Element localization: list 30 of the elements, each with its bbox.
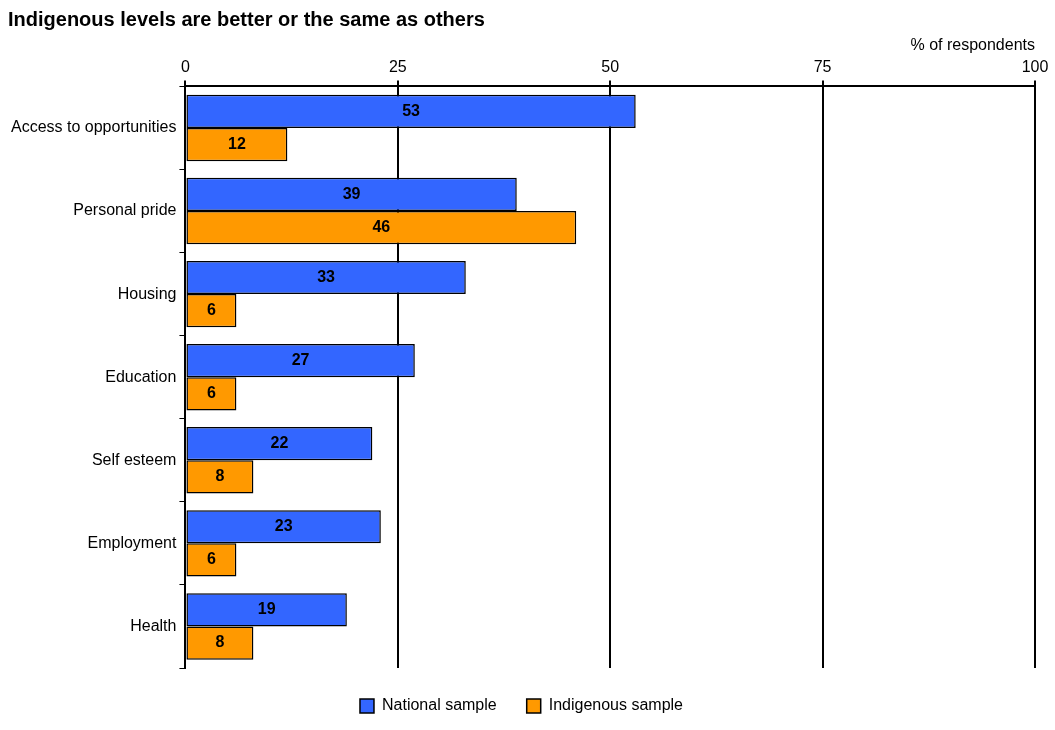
x-tick-label: 25 bbox=[388, 58, 407, 76]
data-label: 19 bbox=[257, 600, 276, 618]
data-label: 39 bbox=[342, 184, 361, 202]
data-label: 27 bbox=[291, 350, 310, 368]
x-tick-label: 100 bbox=[1021, 58, 1049, 76]
y-tick-label: Personal pride bbox=[73, 201, 177, 219]
y-tick-label: Health bbox=[130, 616, 177, 634]
x-tick-label: 0 bbox=[180, 58, 190, 76]
data-label: 12 bbox=[228, 134, 246, 152]
data-label: 46 bbox=[372, 218, 391, 236]
x-tick-label: 75 bbox=[813, 58, 832, 76]
x-axis-title: % of respondents bbox=[910, 36, 1035, 54]
data-label: 23 bbox=[274, 517, 293, 535]
data-label: 53 bbox=[402, 101, 421, 119]
legend-label: National sample bbox=[381, 696, 497, 714]
legend-label: Indigenous sample bbox=[548, 696, 684, 714]
data-label: 33 bbox=[317, 267, 336, 285]
x-tick-label: 50 bbox=[601, 58, 620, 76]
y-tick-label: Education bbox=[105, 367, 177, 385]
data-label: 6 bbox=[206, 301, 216, 319]
data-label: 8 bbox=[215, 633, 225, 651]
y-tick-label: Employment bbox=[87, 533, 177, 551]
data-label: 6 bbox=[206, 384, 216, 402]
data-label: 6 bbox=[206, 550, 216, 568]
y-tick-label: Self esteem bbox=[91, 450, 177, 468]
y-tick-label: Access to opportunities bbox=[11, 118, 177, 136]
y-tick-label: Housing bbox=[117, 284, 177, 302]
data-label: 22 bbox=[270, 434, 289, 452]
data-label: 8 bbox=[215, 467, 225, 485]
chart-title: Indigenous levels are better or the same as others bbox=[8, 7, 485, 30]
